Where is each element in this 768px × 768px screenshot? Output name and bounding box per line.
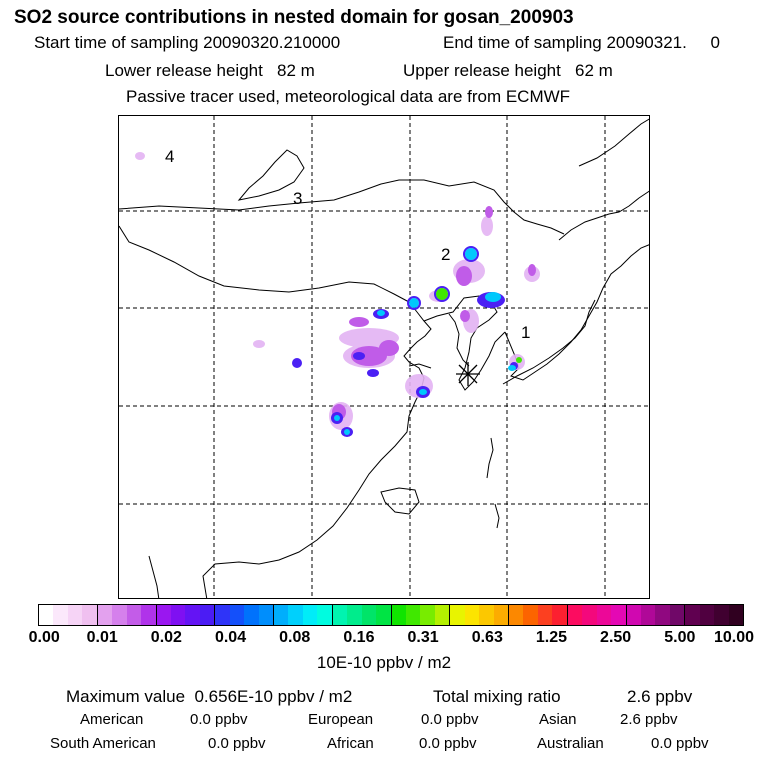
plume-green	[436, 288, 522, 363]
lower-release-height-label: Lower release height 82 m	[105, 61, 315, 80]
source-african-value: 0.0 ppbv	[419, 735, 477, 752]
color-scale-tick-label: 0.08	[279, 629, 311, 646]
color-scale-segment	[552, 605, 567, 625]
color-scale-segment	[96, 605, 113, 625]
color-scale-segment	[214, 605, 230, 625]
source-asian-value: 2.6 ppbv	[620, 711, 678, 728]
concentration-field	[135, 152, 540, 437]
color-scale-tick-label: 0.04	[214, 629, 247, 646]
color-scale-segment	[53, 605, 68, 625]
color-scale-segment	[170, 605, 186, 625]
color-scale-segment	[141, 605, 156, 625]
tracer-note: Passive tracer used, meteorological data…	[126, 87, 571, 106]
color-scale-segment	[728, 605, 743, 625]
color-scale-tick-label: 0.16	[343, 629, 375, 646]
coastlines	[119, 118, 649, 598]
color-scale-segment	[229, 605, 245, 625]
plume-hotspot-rings	[407, 246, 479, 310]
total-mixing-ratio-label: Total mixing ratio	[433, 687, 561, 706]
color-scale-tick-label: 1.25	[535, 629, 568, 646]
color-scale-segment	[420, 605, 435, 625]
source-south-american-name: South American	[50, 735, 156, 752]
sampling-start-label: Start time of sampling 20090320.210000	[34, 33, 341, 52]
source-american-name: American	[80, 711, 144, 728]
color-scale-segment	[317, 605, 332, 625]
color-scale-segment	[449, 605, 465, 625]
source-european-name: European	[308, 711, 374, 728]
color-scale-segment	[361, 605, 377, 625]
color-scale-segment	[302, 605, 318, 625]
source-australian-value: 0.0 ppbv	[651, 735, 709, 752]
plume-purple	[332, 206, 536, 420]
color-scale-segment	[258, 605, 273, 625]
color-scale-segment	[82, 605, 97, 625]
color-scale-segment	[508, 605, 524, 625]
map-title: SO2 source contributions in nested domai…	[14, 7, 574, 28]
region-label-3: 3	[293, 189, 303, 208]
plume-purple-light	[135, 152, 540, 430]
upper-release-height-label: Upper release height 62 m	[403, 61, 613, 80]
region-label-1: 1	[521, 323, 531, 342]
source-african-name: African	[327, 735, 374, 752]
color-scale-tick-label: 2.50	[600, 629, 632, 646]
source-south-american-value: 0.0 ppbv	[208, 735, 266, 752]
color-scale-segment	[537, 605, 553, 625]
color-scale-segment	[625, 605, 641, 625]
maximum-value-label: Maximum value 0.656E-10 ppbv / m2	[66, 687, 353, 706]
source-american-value: 0.0 ppbv	[190, 711, 248, 728]
map-panel: 4 3 2 1	[118, 115, 650, 599]
color-scale-segment	[714, 605, 729, 625]
color-scale-segment	[655, 605, 670, 625]
color-scale-segment	[126, 605, 142, 625]
color-scale-segment	[611, 605, 626, 625]
color-scale-segment	[67, 605, 83, 625]
color-scale-segment	[684, 605, 700, 625]
region-label-4: 4	[165, 147, 175, 166]
color-scale-segment	[596, 605, 612, 625]
lat-lon-grid	[119, 116, 649, 598]
color-scale-segment	[699, 605, 715, 625]
color-scale-segment	[199, 605, 215, 625]
color-scale-units: 10E-10 ppbv / m2	[316, 653, 452, 672]
color-scale-tick-label: 0.01	[86, 629, 118, 646]
region-label-2: 2	[441, 245, 451, 264]
color-scale-segment	[405, 605, 421, 625]
color-scale-segment	[390, 605, 406, 625]
color-scale-segment	[244, 605, 259, 625]
color-scale-segment	[640, 605, 656, 625]
total-mixing-ratio-value: 2.6 ppbv	[627, 687, 693, 706]
color-scale-segment	[434, 605, 450, 625]
plume-cyan	[334, 248, 516, 435]
color-scale-segment	[566, 605, 583, 625]
source-asian-name: Asian	[539, 711, 577, 728]
color-scale-segment	[347, 605, 362, 625]
color-scale-segment	[376, 605, 391, 625]
color-scale-bar	[38, 604, 744, 626]
color-scale-tick-label: 10.00	[713, 629, 755, 646]
color-scale-segment	[331, 605, 348, 625]
color-scale-segment	[273, 605, 289, 625]
source-european-value: 0.0 ppbv	[421, 711, 479, 728]
color-scale-segment	[582, 605, 597, 625]
color-scale-segment	[669, 605, 685, 625]
color-scale-segment	[523, 605, 538, 625]
color-scale-segment	[288, 605, 303, 625]
color-scale-segment	[112, 605, 127, 625]
color-scale-segment	[479, 605, 494, 625]
sampling-end-label: End time of sampling 20090321. 0	[443, 33, 720, 52]
color-scale-segment	[493, 605, 508, 625]
color-scale-segment	[39, 605, 54, 625]
color-scale-tick-label: 0.02	[150, 629, 182, 646]
color-scale-segment	[155, 605, 171, 625]
color-scale-segment	[185, 605, 200, 625]
color-scale-segment	[464, 605, 480, 625]
color-scale-tick-label: 5.00	[664, 629, 696, 646]
color-scale-tick-label: 0.63	[471, 629, 503, 646]
color-scale-tick-label: 0.31	[407, 629, 439, 646]
color-scale-tick-label: 0.00	[28, 629, 60, 646]
gosan-station-marker	[456, 362, 480, 386]
source-australian-name: Australian	[537, 735, 604, 752]
map-canvas	[119, 116, 649, 598]
